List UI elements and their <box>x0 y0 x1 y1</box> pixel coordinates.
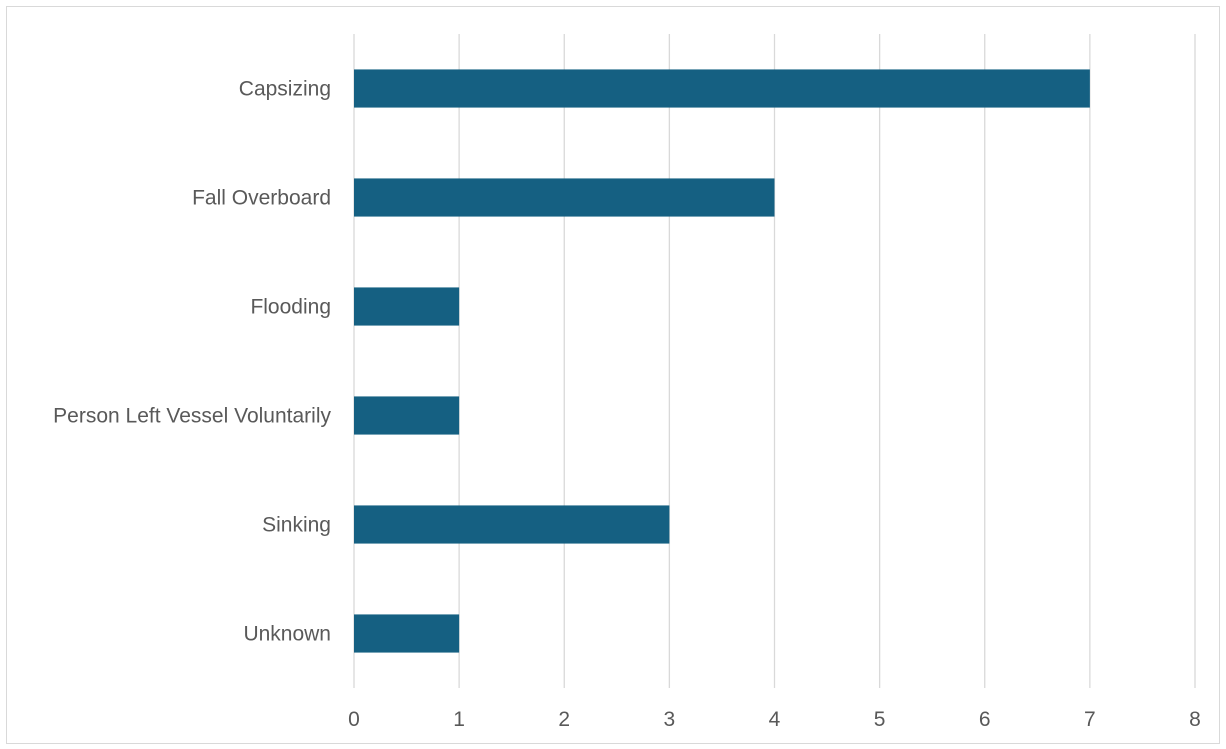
x-tick-label: 5 <box>874 708 886 731</box>
x-tick-label: 2 <box>558 708 570 731</box>
gridlines <box>353 34 1196 688</box>
bar <box>354 287 460 326</box>
x-tick-label: 3 <box>664 708 676 731</box>
x-tick-label: 7 <box>1084 708 1096 731</box>
category-label: Person Left Vessel Voluntarily <box>53 405 331 428</box>
category-label: Capsizing <box>239 78 331 101</box>
x-tick-label: 6 <box>979 708 991 731</box>
x-tick-label: 4 <box>769 708 781 731</box>
x-axis-tick-labels: 0 1 2 3 4 5 6 7 8 <box>348 708 1201 731</box>
category-label: Unknown <box>243 623 331 646</box>
bar <box>354 614 460 653</box>
category-label: Flooding <box>250 296 331 319</box>
x-tick-label: 0 <box>348 708 360 731</box>
x-tick-label: 8 <box>1189 708 1201 731</box>
category-labels: Capsizing Fall Overboard Flooding Person Le… <box>53 78 331 646</box>
bar <box>354 69 1090 108</box>
bars <box>354 69 1090 653</box>
bar <box>354 178 775 217</box>
x-tick-label: 1 <box>453 708 465 731</box>
bar <box>354 505 670 544</box>
chart-frame <box>6 6 1220 744</box>
category-label: Sinking <box>262 514 331 537</box>
category-label: Fall Overboard <box>192 187 331 210</box>
bar <box>354 396 460 435</box>
